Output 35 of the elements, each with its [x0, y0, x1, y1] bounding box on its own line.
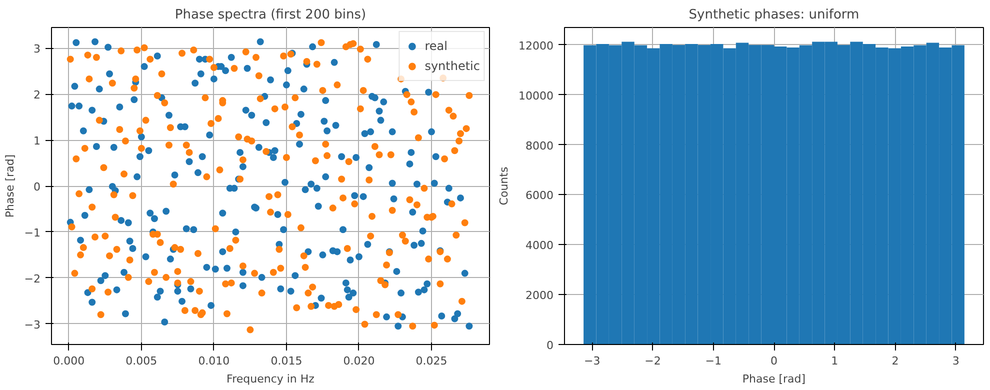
- x-tick-label: −3: [584, 354, 600, 368]
- y-tick-label: 0: [546, 339, 554, 352]
- x-tick-label: 0.010: [198, 354, 230, 368]
- y-tick-label: 0: [34, 180, 40, 194]
- x-tick-label: 0.025: [416, 354, 448, 368]
- y-tick-label: 6000: [526, 189, 554, 202]
- legend-label: synthetic: [424, 59, 480, 73]
- y-axis-title: Counts: [498, 166, 511, 206]
- y-tick-label: 4000: [526, 239, 554, 252]
- y-axis-title: Phase [rad]: [3, 154, 16, 218]
- x-tick-label: 3: [952, 354, 960, 368]
- x-tick-label: 0.000: [53, 354, 85, 368]
- x-tick-label: 0: [770, 354, 778, 368]
- chart-title: Phase spectra (first 200 bins): [174, 8, 366, 22]
- x-tick-label: 0.015: [270, 354, 302, 368]
- y-tick-label: 3: [34, 42, 40, 56]
- x-tick-label: 1: [831, 354, 838, 368]
- y-tick-label: −1: [24, 226, 41, 240]
- x-tick-label: 2: [892, 354, 899, 368]
- x-tick-label: 0.020: [343, 354, 375, 368]
- x-tick-label: 0.005: [126, 354, 158, 368]
- y-tick-label: 1: [34, 134, 40, 148]
- x-tick-label: −2: [644, 354, 661, 368]
- y-tick-label: 8000: [526, 139, 554, 152]
- y-tick-label: −3: [24, 318, 41, 332]
- x-axis-title: Frequency in Hz: [226, 372, 315, 386]
- y-tick-label: 12000: [518, 39, 554, 52]
- y-tick-label: 2000: [526, 289, 554, 302]
- y-tick-label: 10000: [518, 89, 554, 102]
- y-tick-label: −2: [24, 272, 41, 286]
- x-tick-label: −1: [705, 354, 722, 368]
- legend-label: real: [424, 39, 448, 53]
- y-tick-label: 2: [34, 88, 40, 102]
- x-axis-title: Phase [rad]: [742, 372, 806, 386]
- chart-title: Synthetic phases: uniform: [688, 8, 860, 22]
